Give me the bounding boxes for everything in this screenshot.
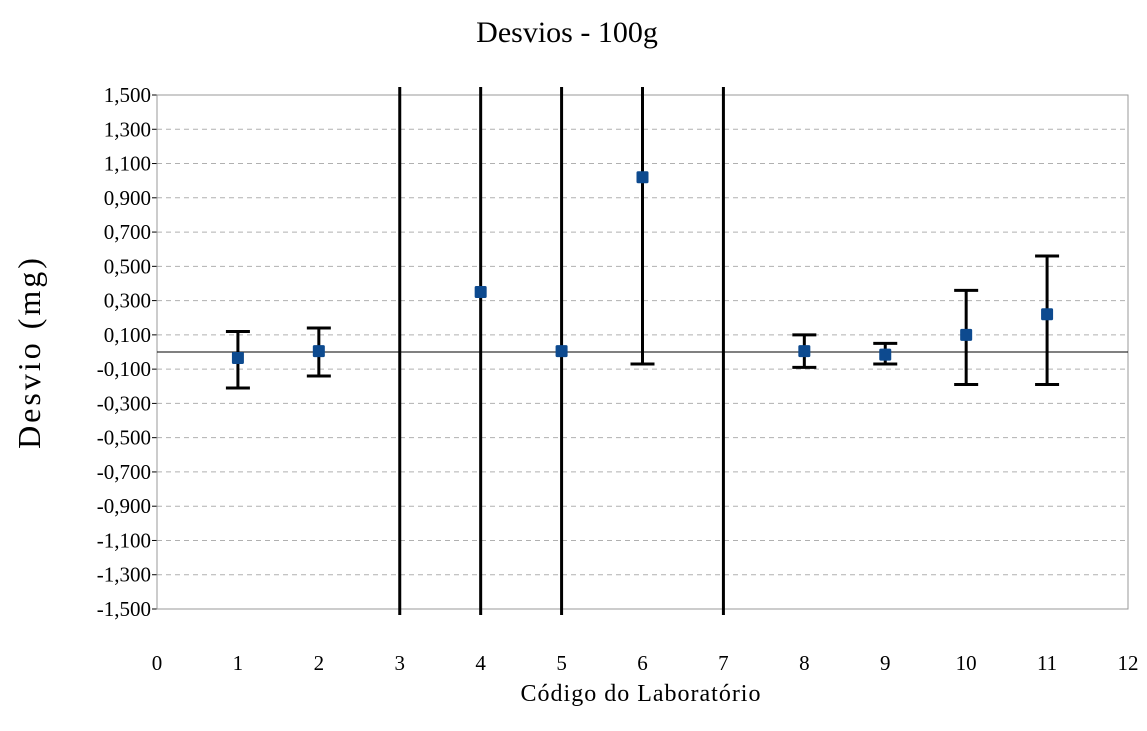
y-tick-label: -0,100 bbox=[97, 357, 151, 381]
x-tick-label: 10 bbox=[956, 651, 977, 675]
y-tick-label: 1,300 bbox=[104, 117, 151, 141]
x-tick-label: 5 bbox=[556, 651, 567, 675]
x-tick-label: 12 bbox=[1118, 651, 1139, 675]
data-point bbox=[474, 286, 487, 299]
y-tick-labels: 1,500 1,300 1,100 0,900 0,700 0,500 0,300 0,100… bbox=[97, 83, 151, 621]
x-tick-label: 4 bbox=[475, 651, 486, 675]
y-tick-label: 0,500 bbox=[104, 254, 151, 278]
x-tick-label: 0 bbox=[152, 651, 163, 675]
y-tick-label: 1,100 bbox=[104, 152, 151, 176]
y-tick-label: -1,300 bbox=[97, 563, 151, 587]
x-tick-label: 8 bbox=[799, 651, 810, 675]
y-tick-label: -0,700 bbox=[97, 460, 151, 484]
full-height-lines bbox=[398, 87, 725, 615]
y-tick-label: -0,300 bbox=[97, 391, 151, 415]
data-point bbox=[1041, 308, 1054, 321]
y-tick-label: -0,500 bbox=[97, 426, 151, 450]
y-tick-label: 0,300 bbox=[104, 289, 151, 313]
data-point bbox=[798, 345, 811, 358]
error-bars bbox=[225, 87, 1060, 615]
data-point bbox=[960, 328, 973, 341]
y-tick-label: -1,500 bbox=[97, 597, 151, 621]
x-axis-label: Código do Laboratório bbox=[521, 681, 762, 707]
x-tick-label: 9 bbox=[880, 651, 891, 675]
x-tick-label: 1 bbox=[233, 651, 244, 675]
y-tick-label: 0,900 bbox=[104, 186, 151, 210]
data-point bbox=[636, 171, 649, 184]
y-tick-label: -0,900 bbox=[97, 494, 151, 518]
x-tick-label: 11 bbox=[1037, 651, 1057, 675]
data-point bbox=[231, 351, 244, 364]
gridlines bbox=[152, 94, 1128, 610]
x-tick-label: 6 bbox=[637, 651, 648, 675]
data-point bbox=[879, 348, 892, 361]
y-tick-label: 0,700 bbox=[104, 220, 151, 244]
chart-title: Desvios - 100g bbox=[476, 16, 658, 49]
data-point bbox=[555, 345, 568, 358]
x-tick-label: 7 bbox=[718, 651, 729, 675]
y-tick-label: 0,100 bbox=[104, 323, 151, 347]
y-tick-label: -1,100 bbox=[97, 528, 151, 552]
data-point bbox=[312, 345, 325, 358]
x-tick-label: 3 bbox=[395, 651, 406, 675]
data-markers bbox=[231, 171, 1054, 364]
y-axis-label: Desvio (mg) bbox=[11, 255, 47, 449]
x-tick-labels: 0 1 2 3 4 5 6 7 8 9 10 11 12 bbox=[152, 651, 1139, 675]
y-tick-label: 1,500 bbox=[104, 83, 151, 107]
x-tick-label: 2 bbox=[314, 651, 325, 675]
